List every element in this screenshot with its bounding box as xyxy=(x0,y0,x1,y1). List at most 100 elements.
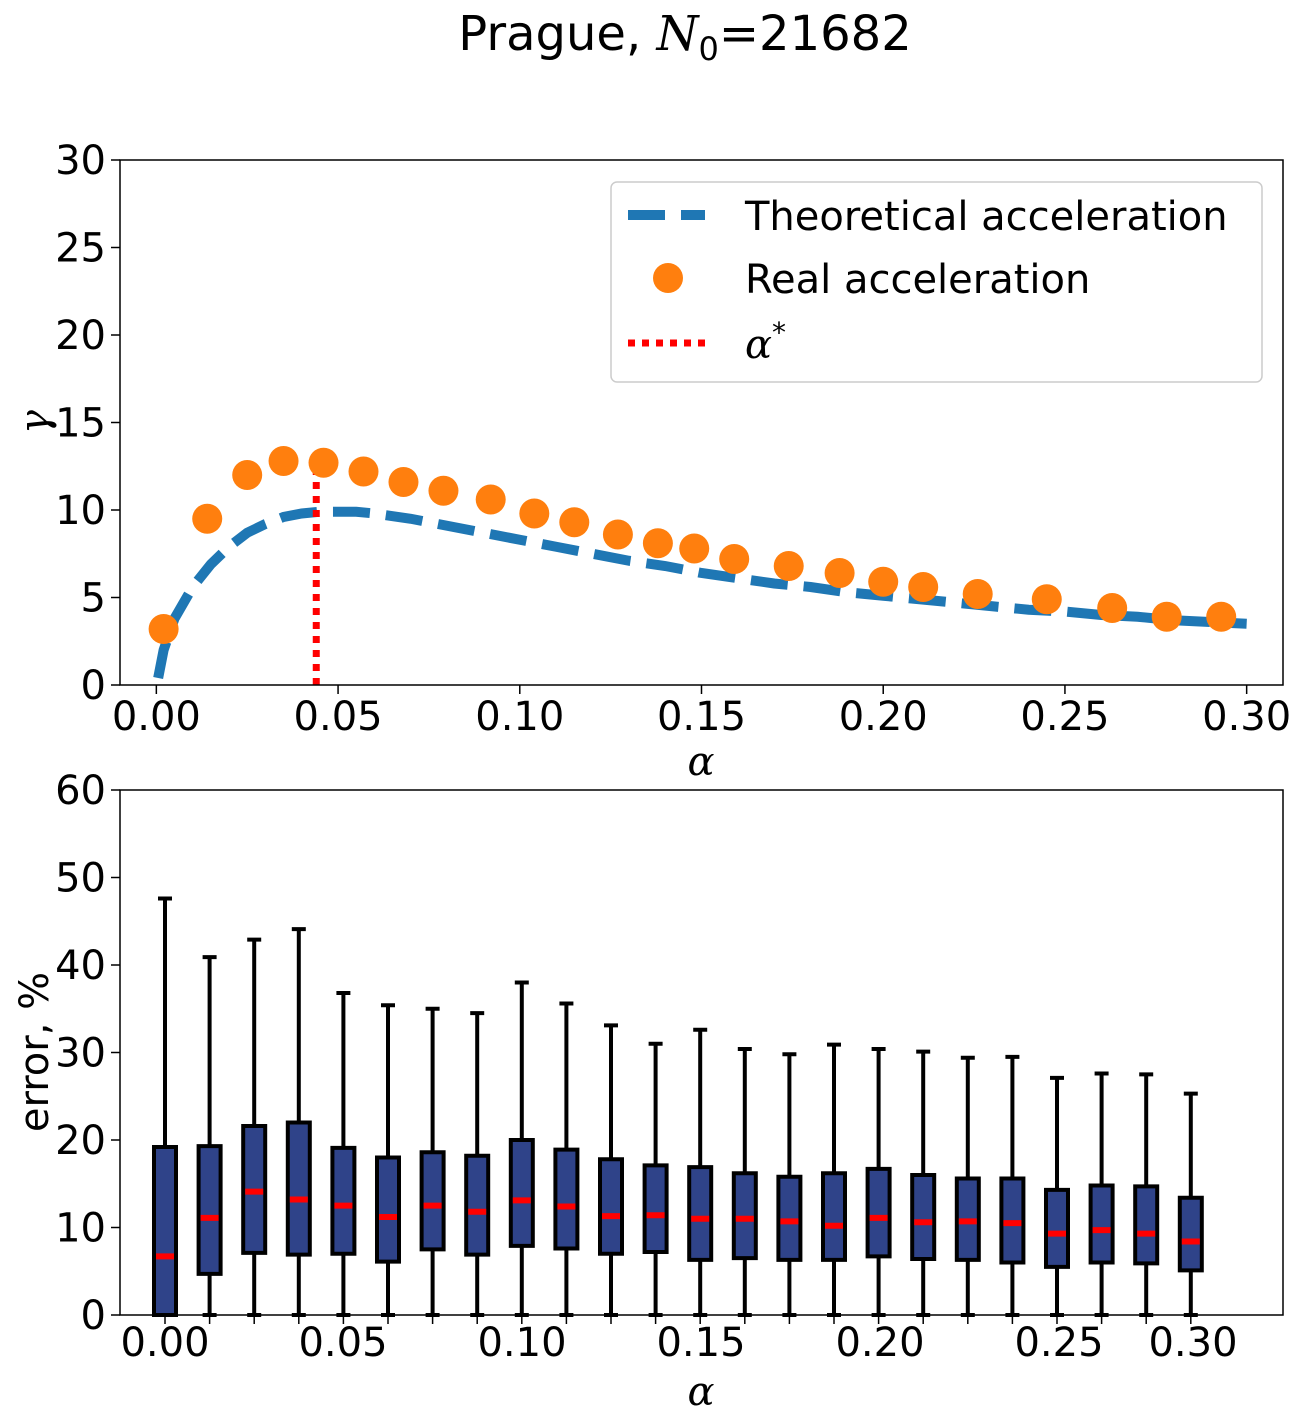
x-tick-label: 0.10 xyxy=(475,694,564,740)
box-item xyxy=(731,1047,758,1317)
figure-title: Prague, N0=21682 xyxy=(458,6,911,68)
real-acceleration-point xyxy=(1031,584,1062,615)
real-acceleration-point xyxy=(962,579,993,609)
legend-swatch-real xyxy=(653,263,683,293)
box xyxy=(553,1147,580,1251)
box xyxy=(1088,1183,1115,1265)
x-tick-label: 0.20 xyxy=(835,1320,924,1366)
box-item xyxy=(1088,1071,1115,1317)
y-tick-label: 5 xyxy=(81,576,106,622)
real-acceleration-point xyxy=(428,475,459,506)
box xyxy=(1044,1187,1070,1269)
real-acceleration-point xyxy=(773,551,804,581)
legend-label-real: Real acceleration xyxy=(745,257,1090,303)
y-tick-label: 30 xyxy=(55,1031,106,1077)
box xyxy=(1133,1184,1160,1266)
box-item xyxy=(330,991,357,1317)
box-item xyxy=(419,1006,446,1317)
x-tick-label: 0.05 xyxy=(298,1320,387,1366)
real-acceleration-point xyxy=(348,456,379,487)
x-tick-label: 0.25 xyxy=(1014,1320,1103,1366)
title-variable: N xyxy=(655,6,700,62)
box-item xyxy=(196,955,223,1317)
box xyxy=(464,1153,491,1257)
x-tick-label: 0.10 xyxy=(477,1320,566,1366)
plot-area xyxy=(148,446,1247,685)
box xyxy=(285,1120,312,1257)
x-axis-label: α xyxy=(687,1369,714,1415)
box xyxy=(152,1145,178,1317)
legend-box xyxy=(610,181,1263,383)
x-tick-label: 0.20 xyxy=(839,694,928,740)
y-tick-label: 50 xyxy=(55,856,106,902)
title-prefix: Prague, xyxy=(458,6,656,62)
real-acceleration-point xyxy=(1206,601,1237,632)
box-item xyxy=(553,1001,580,1317)
real-acceleration-point xyxy=(642,528,673,559)
box-item xyxy=(687,1027,714,1317)
y-tick-label: 60 xyxy=(55,768,106,814)
box-item xyxy=(598,1023,624,1317)
real-acceleration-point xyxy=(388,467,419,497)
real-acceleration-point xyxy=(1097,593,1128,623)
real-acceleration-point xyxy=(148,614,179,644)
box-item xyxy=(1044,1075,1070,1317)
box-item xyxy=(954,1055,981,1317)
y-tick-label: 30 xyxy=(55,138,106,184)
x-tick-label: 0.30 xyxy=(1148,1320,1237,1366)
x-tick-label: 0.30 xyxy=(1202,694,1291,740)
real-acceleration-point xyxy=(268,446,299,476)
box xyxy=(776,1174,803,1262)
box-item xyxy=(642,1041,669,1317)
title-subscript: 0 xyxy=(698,30,718,68)
box-item xyxy=(821,1042,847,1317)
box xyxy=(910,1173,937,1261)
box-item xyxy=(375,1003,401,1317)
box xyxy=(196,1144,223,1276)
real-acceleration-point xyxy=(602,519,633,550)
real-acceleration-point xyxy=(232,460,263,490)
plot-frame xyxy=(119,789,1284,1316)
real-acceleration-point xyxy=(559,507,590,538)
real-acceleration-point xyxy=(1151,601,1182,632)
box xyxy=(821,1171,847,1262)
x-tick-label: 0.00 xyxy=(120,1320,209,1366)
y-tick-label: 10 xyxy=(55,488,106,534)
box xyxy=(375,1155,401,1264)
x-tick-label: 0.15 xyxy=(657,694,746,740)
box-item xyxy=(464,1011,491,1317)
x-tick-label: 0.25 xyxy=(1020,694,1109,740)
box-item xyxy=(910,1049,937,1317)
box xyxy=(687,1165,714,1262)
box-item xyxy=(865,1047,892,1317)
acceleration-chart: 0 5 10 15 20 25 30 0.00 0.05 0.10 0.15 0.20 0.25 0.30… xyxy=(12,138,1291,785)
plot-frame xyxy=(119,159,1284,686)
box xyxy=(865,1166,892,1259)
box-item xyxy=(508,980,535,1317)
box-item xyxy=(285,927,312,1317)
x-tick-label: 0.05 xyxy=(294,694,383,740)
y-tick-label: 40 xyxy=(55,943,106,989)
y-tick-label: 0 xyxy=(81,1293,106,1339)
box-item xyxy=(776,1052,803,1317)
legend-label-theoretical: Theoretical acceleration xyxy=(744,194,1228,240)
error-boxplot-chart: 0 10 20 30 40 50 60 0.00 0.05 0.10 0.15 0.20 0.25 0.3… xyxy=(12,768,1284,1415)
x-axis-label: α xyxy=(687,739,714,785)
box xyxy=(642,1163,669,1254)
box xyxy=(330,1145,357,1256)
box-item xyxy=(152,896,178,1317)
legend: Theoretical acceleration Real acceleratio… xyxy=(610,181,1263,383)
y-tick-label: 10 xyxy=(55,1206,106,1252)
box-item xyxy=(1133,1072,1160,1317)
y-tick-label: 15 xyxy=(55,401,106,447)
box xyxy=(598,1157,624,1256)
legend-label-alpha-star: α* xyxy=(745,316,786,368)
y-tick-label: 20 xyxy=(55,1118,106,1164)
box-item xyxy=(1177,1091,1204,1317)
real-acceleration-point xyxy=(679,533,710,564)
real-acceleration-point xyxy=(868,566,899,597)
box xyxy=(731,1171,758,1261)
box xyxy=(508,1138,535,1248)
y-tick-label: 20 xyxy=(55,313,106,359)
